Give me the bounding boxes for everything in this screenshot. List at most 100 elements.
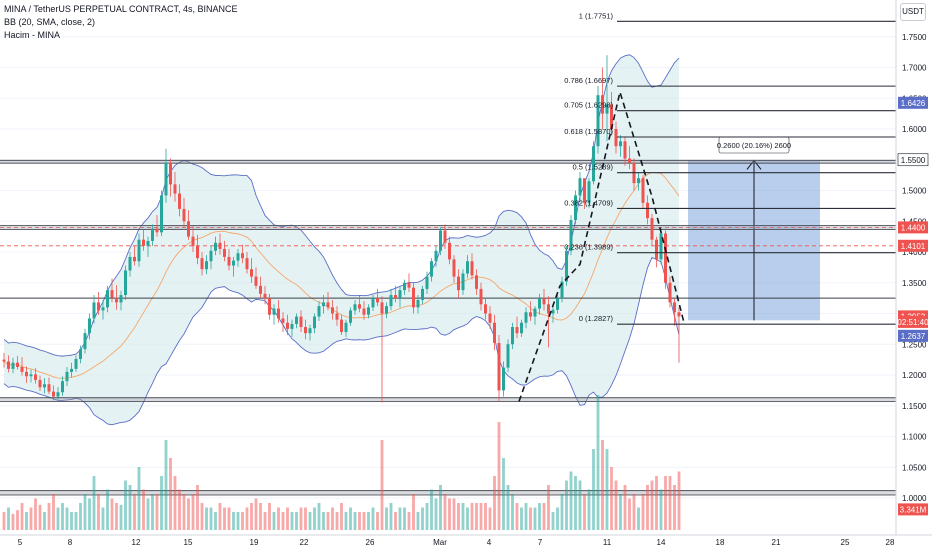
volume-bar <box>452 498 456 530</box>
volume-bar <box>169 458 172 530</box>
volume-bar <box>511 494 514 530</box>
volume-bar <box>515 503 519 530</box>
volume-bar <box>349 507 352 530</box>
volume-bar <box>385 507 388 530</box>
volume-bar <box>241 512 244 530</box>
candle-body <box>560 281 564 299</box>
price-tick-label: 1.3500 <box>902 279 927 288</box>
currency-button[interactable]: USDT <box>900 3 926 21</box>
candle-body <box>151 228 154 241</box>
candle-body <box>605 104 609 114</box>
candle-body <box>169 162 172 185</box>
volume-bar <box>637 507 640 530</box>
volume-bar <box>79 503 82 530</box>
volume-bar <box>191 494 195 530</box>
candle-body <box>610 104 613 129</box>
candle-body <box>227 256 231 266</box>
volume-bar <box>155 494 159 530</box>
candle-body <box>439 230 442 251</box>
candle-body <box>245 258 249 270</box>
zigzag-path[interactable] <box>518 89 685 402</box>
volume-bar <box>299 507 303 530</box>
candle-body <box>11 362 15 369</box>
time-axis[interactable]: 5 8 12 15 19 22 26 Mar 4 7 11 14 18 21 25 28 <box>18 538 895 547</box>
volume-bar <box>38 504 42 530</box>
candle-body <box>376 298 379 303</box>
candle-body <box>2 359 6 362</box>
candle-body <box>290 323 294 329</box>
volume-bar <box>596 395 600 530</box>
volume-indicator-label[interactable]: Hacim - MINA <box>4 30 60 40</box>
candle-body <box>308 328 312 334</box>
volume-bar <box>538 503 541 530</box>
horizontal-levels[interactable] <box>0 159 896 496</box>
volume-bar <box>20 503 24 530</box>
candle-body <box>538 298 541 309</box>
candle-body <box>578 178 582 196</box>
fib-level-label: 0.618 (1.5870) <box>564 127 613 136</box>
volume-bar <box>610 467 613 530</box>
volume-bar <box>376 512 379 530</box>
price-tag-box <box>897 153 929 167</box>
candle-body <box>358 304 361 309</box>
volume-bar <box>7 507 10 530</box>
price-tag-label: 1.4400 <box>901 223 926 232</box>
volume-bar <box>403 507 406 530</box>
volume-bar <box>304 507 307 530</box>
fib-level-label: 0.786 (1.6697) <box>564 76 613 85</box>
symbol-title[interactable]: MINA / TetherUS PERPETUAL CONTRACT, 4s, … <box>4 4 238 14</box>
volume-bar <box>484 503 487 530</box>
volume-bar <box>88 498 91 530</box>
candle-body <box>484 304 487 314</box>
candle-body <box>371 298 375 308</box>
price-tick-label: 1.2000 <box>902 371 927 380</box>
candle-body <box>43 384 46 388</box>
price-tick-label: 1.2500 <box>902 340 927 349</box>
volume-bar <box>641 494 645 530</box>
fib-level-label: 0.236 (1.3989) <box>564 243 613 252</box>
volume-bar <box>605 449 609 530</box>
candle-body <box>106 290 109 308</box>
volume-bar <box>101 507 105 530</box>
volume-bar <box>151 494 154 530</box>
volume-bar <box>164 440 168 530</box>
candle-body <box>209 250 213 262</box>
candle-body <box>574 195 577 221</box>
candle-body <box>466 261 469 274</box>
candle-body <box>403 282 406 291</box>
fib-level-label: 0.382 (1.4709) <box>564 198 613 207</box>
measure-box[interactable]: 0.2600 (20.16%) 2600 <box>688 136 820 321</box>
volume-bar <box>344 512 348 530</box>
candle-body <box>304 327 307 334</box>
candle-body <box>524 312 528 323</box>
volume-bar <box>362 512 366 530</box>
candle-body <box>457 276 460 291</box>
fibonacci-retracement[interactable]: 1 (1.7751) 0.786 (1.6697) 0.705 (1.6298) 0.… <box>564 11 896 325</box>
volume-bar <box>502 458 505 530</box>
time-tick-label: Mar <box>433 538 447 547</box>
candle-body <box>556 298 559 310</box>
volume-bar <box>398 507 402 530</box>
fib-level-label: 1 (1.7751) <box>579 11 614 20</box>
candle-body <box>79 349 82 360</box>
candle-body <box>187 221 190 237</box>
volume-bar <box>619 494 622 530</box>
volume-bar <box>137 467 141 530</box>
candle-body <box>155 228 159 233</box>
candle-body <box>160 195 163 233</box>
candle-body <box>542 298 546 305</box>
candle-body <box>340 319 343 332</box>
candle-body <box>52 391 55 397</box>
candle-body <box>263 293 267 299</box>
candle-body <box>29 374 33 377</box>
price-tick-label: 1.0000 <box>902 494 927 503</box>
candle-body <box>353 304 357 311</box>
candle-body <box>461 273 465 291</box>
bb-indicator-label[interactable]: BB (20, SMA, close, 2) <box>4 17 96 27</box>
volume-bar <box>551 512 555 530</box>
candle-body <box>142 239 145 246</box>
candle-body <box>115 297 118 303</box>
volume-bar <box>47 503 51 530</box>
volume-bar <box>223 507 226 530</box>
